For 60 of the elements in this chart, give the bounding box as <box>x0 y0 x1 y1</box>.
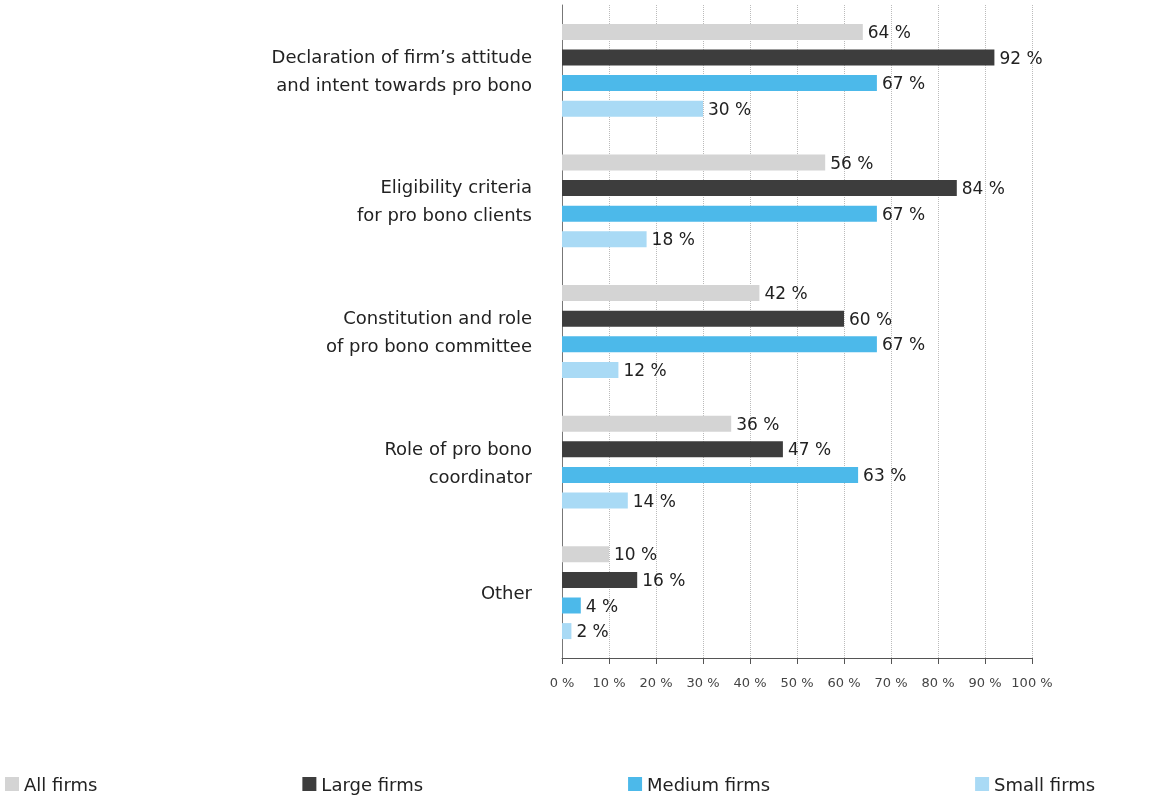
x-tick-label: 90 % <box>968 675 1002 690</box>
data-label: 16 % <box>642 569 686 590</box>
data-label: 64 % <box>867 21 911 42</box>
bar <box>562 336 877 353</box>
data-label: 12 % <box>623 359 667 380</box>
data-label: 47 % <box>787 439 832 460</box>
bar <box>562 231 647 248</box>
data-label: 67 % <box>881 203 926 224</box>
bar <box>562 492 628 509</box>
x-tick-label: 100 % <box>1011 675 1053 690</box>
bar <box>562 310 844 327</box>
x-tick-label: 70 % <box>874 675 908 690</box>
y-tick-label: Eligibility criteria for pro bono clients <box>356 176 532 226</box>
x-tick-label: 40 % <box>733 675 767 690</box>
bar <box>562 285 760 302</box>
bar <box>562 154 826 171</box>
y-tick-label: Other <box>480 582 533 604</box>
x-tick-label: 50 % <box>780 675 814 690</box>
data-label: 56 % <box>830 152 874 173</box>
data-label: 30 % <box>708 98 752 119</box>
data-label: 84 % <box>961 178 1005 199</box>
x-tick-label: 30 % <box>686 675 720 690</box>
data-label: 63 % <box>863 464 907 485</box>
x-tick-label: 0 % <box>549 675 575 690</box>
bar <box>562 571 638 588</box>
data-label: 60 % <box>849 308 893 329</box>
bar <box>562 466 859 483</box>
x-tick-label: 10 % <box>592 675 626 690</box>
data-label: 18 % <box>651 229 695 250</box>
bar <box>562 100 703 117</box>
data-label: 67 % <box>881 334 926 355</box>
data-label: 14 % <box>632 490 676 511</box>
data-label: 2 % <box>576 621 609 642</box>
x-tick-label: 80 % <box>921 675 955 690</box>
bar <box>562 415 732 432</box>
bar <box>562 75 877 92</box>
data-label: 92 % <box>999 47 1043 68</box>
legend-label: Medium firms <box>647 773 771 795</box>
bar <box>562 23 863 40</box>
legend-label: All firms <box>24 773 98 795</box>
data-label: 10 % <box>614 544 658 565</box>
data-label: 42 % <box>764 283 808 304</box>
bar <box>562 623 572 640</box>
x-tick-label: 60 % <box>827 675 861 690</box>
y-tick-label: Declaration of firm’s attitude and intent towards pro bono <box>271 45 532 95</box>
legend-label: Small firms <box>994 773 1096 795</box>
bar <box>562 205 877 222</box>
y-tick-label: Constitution and role of pro bono committee <box>325 307 532 356</box>
data-label: 4 % <box>585 595 619 616</box>
bar <box>562 441 783 458</box>
x-tick-label: 20 % <box>639 675 673 690</box>
bar <box>562 49 995 66</box>
bar <box>562 180 957 197</box>
y-tick-label: Role of pro bono coordinator <box>384 437 533 487</box>
data-label: 36 % <box>736 413 780 434</box>
bar <box>562 546 609 563</box>
bar <box>562 361 619 378</box>
legend-label: Large firms <box>321 773 424 795</box>
data-label: 67 % <box>881 73 926 94</box>
bar <box>562 597 581 614</box>
